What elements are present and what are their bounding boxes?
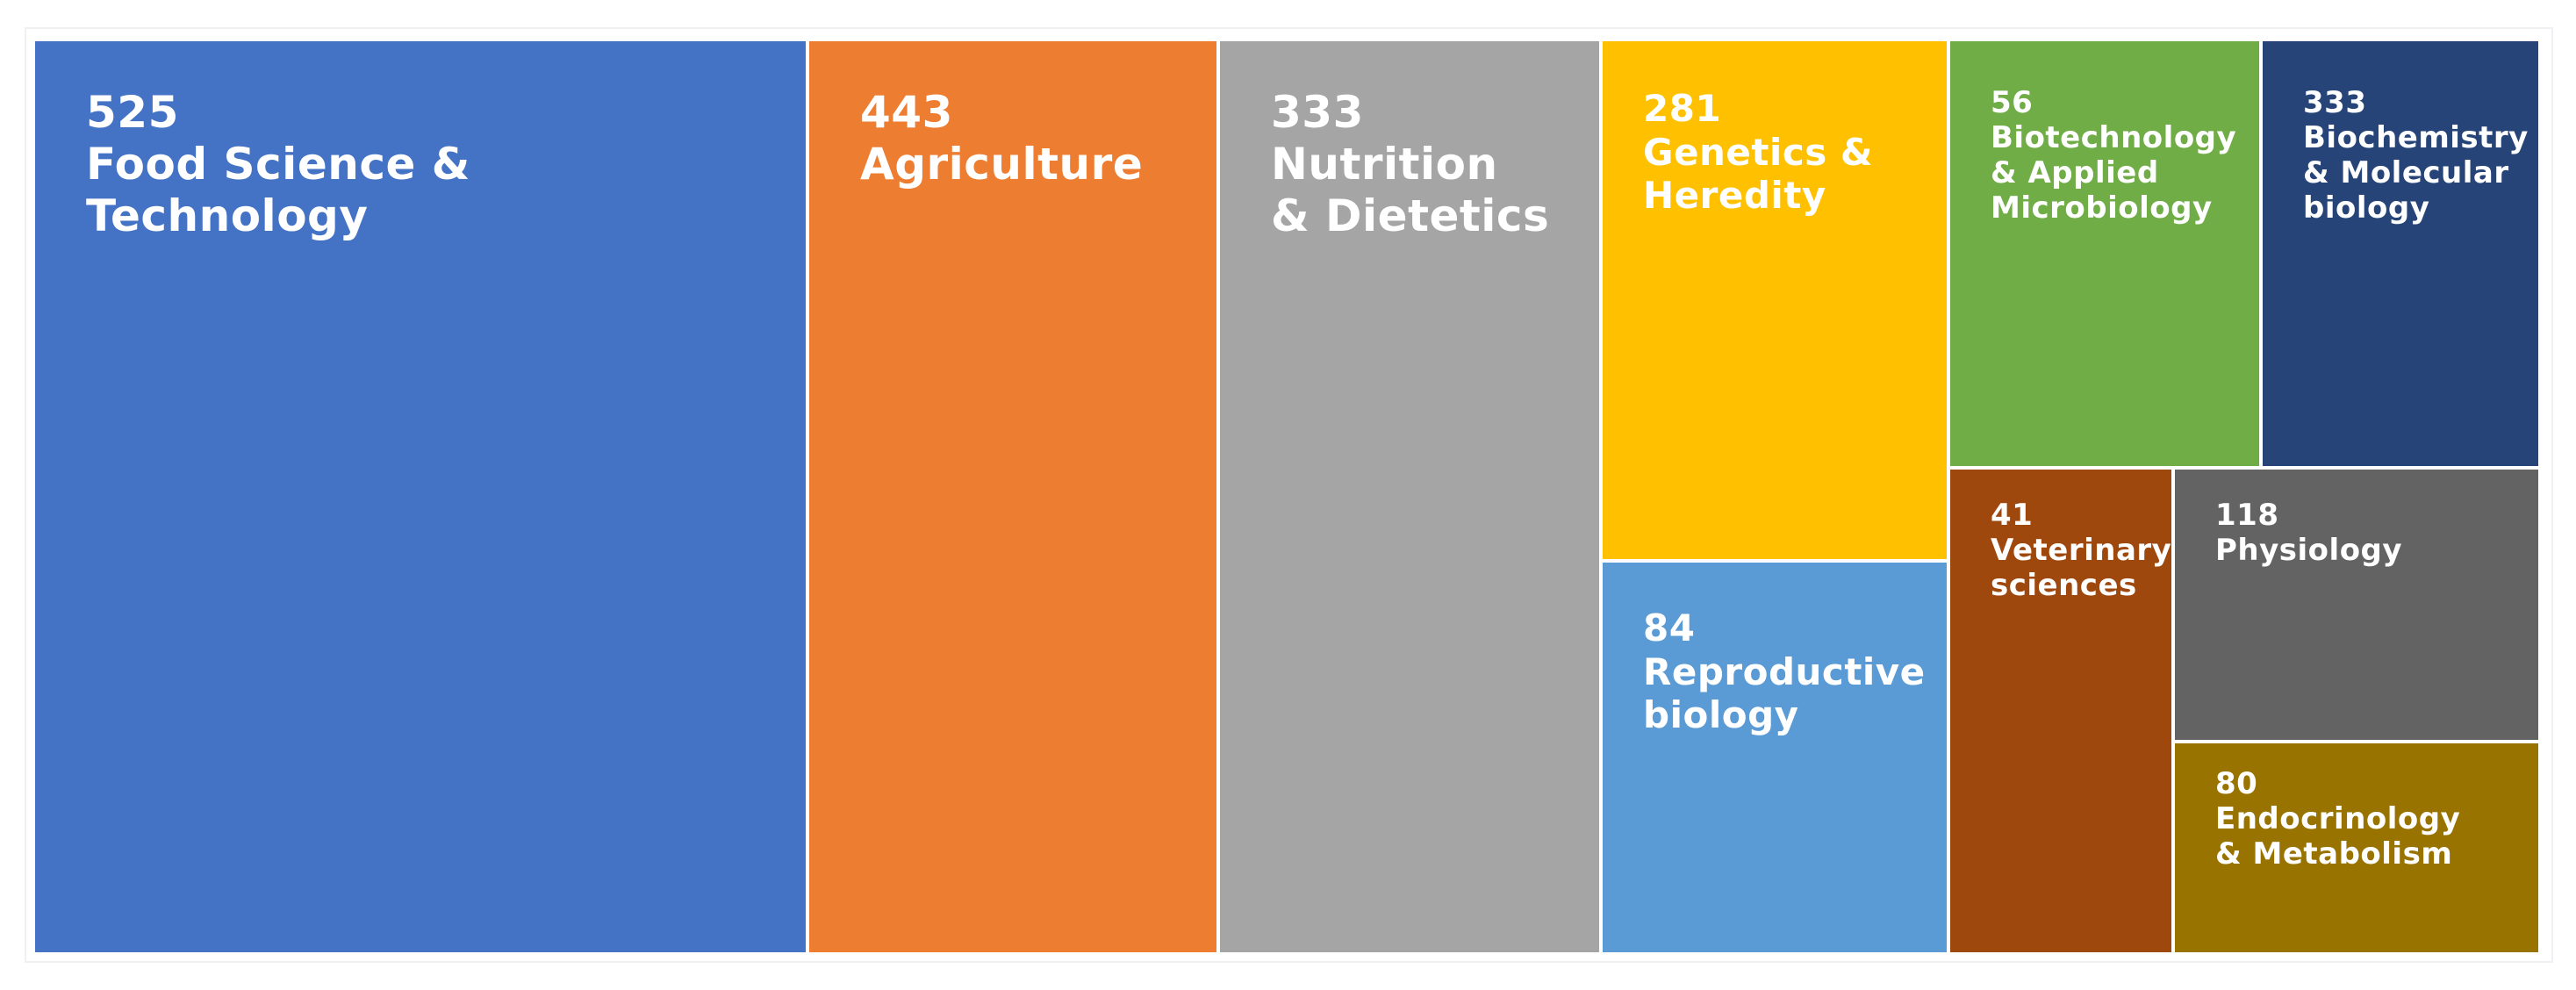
tile-endocrinology: 80 Endocrinology & Metabolism: [2175, 743, 2538, 952]
tile-value: 41: [1991, 498, 2034, 533]
tile-food-science: 525 Food Science & Technology: [35, 41, 806, 952]
tile-label: Biochemistry & Molecular biology: [2303, 120, 2529, 226]
treemap-chart: 525 Food Science & Technology 443 Agricultu…: [35, 41, 2538, 952]
tile-label: Veterinary sciences: [1991, 533, 2171, 604]
tile-label: Genetics & Heredity: [1643, 130, 1873, 218]
tile-nutrition: 333 Nutrition & Dietetics: [1220, 41, 1599, 952]
tile-value: 84: [1643, 606, 1696, 649]
tile-agriculture: 443 Agriculture: [809, 41, 1216, 952]
tile-value: 118: [2215, 498, 2279, 533]
tile-label: Nutrition & Dietetics: [1271, 139, 1550, 241]
tile-reproductive-biology: 84 Reproductive biology: [1603, 563, 1947, 952]
tile-label: Biotechnology & Applied Microbiology: [1991, 120, 2237, 226]
tile-label: Reproductive biology: [1643, 649, 1926, 737]
tile-genetics: 281 Genetics & Heredity: [1603, 41, 1947, 559]
tile-label: Physiology: [2215, 533, 2403, 569]
tile-value: 80: [2215, 766, 2258, 801]
tile-value: 333: [2303, 85, 2367, 120]
tile-biotechnology: 56 Biotechnology & Applied Microbiology: [1950, 41, 2259, 466]
tile-veterinary: 41 Veterinary sciences: [1950, 470, 2171, 952]
tile-value: 443: [860, 87, 953, 138]
tile-label: Endocrinology & Metabolism: [2215, 801, 2461, 872]
tile-value: 525: [86, 87, 179, 138]
tile-value: 56: [1991, 85, 2034, 120]
tile-value: 333: [1271, 87, 1364, 138]
tile-physiology: 118 Physiology: [2175, 470, 2538, 740]
tile-label: Agriculture: [860, 139, 1144, 190]
tile-value: 281: [1643, 87, 1722, 130]
tile-biochemistry: 333 Biochemistry & Molecular biology: [2263, 41, 2538, 466]
tile-label: Food Science & Technology: [86, 139, 470, 241]
